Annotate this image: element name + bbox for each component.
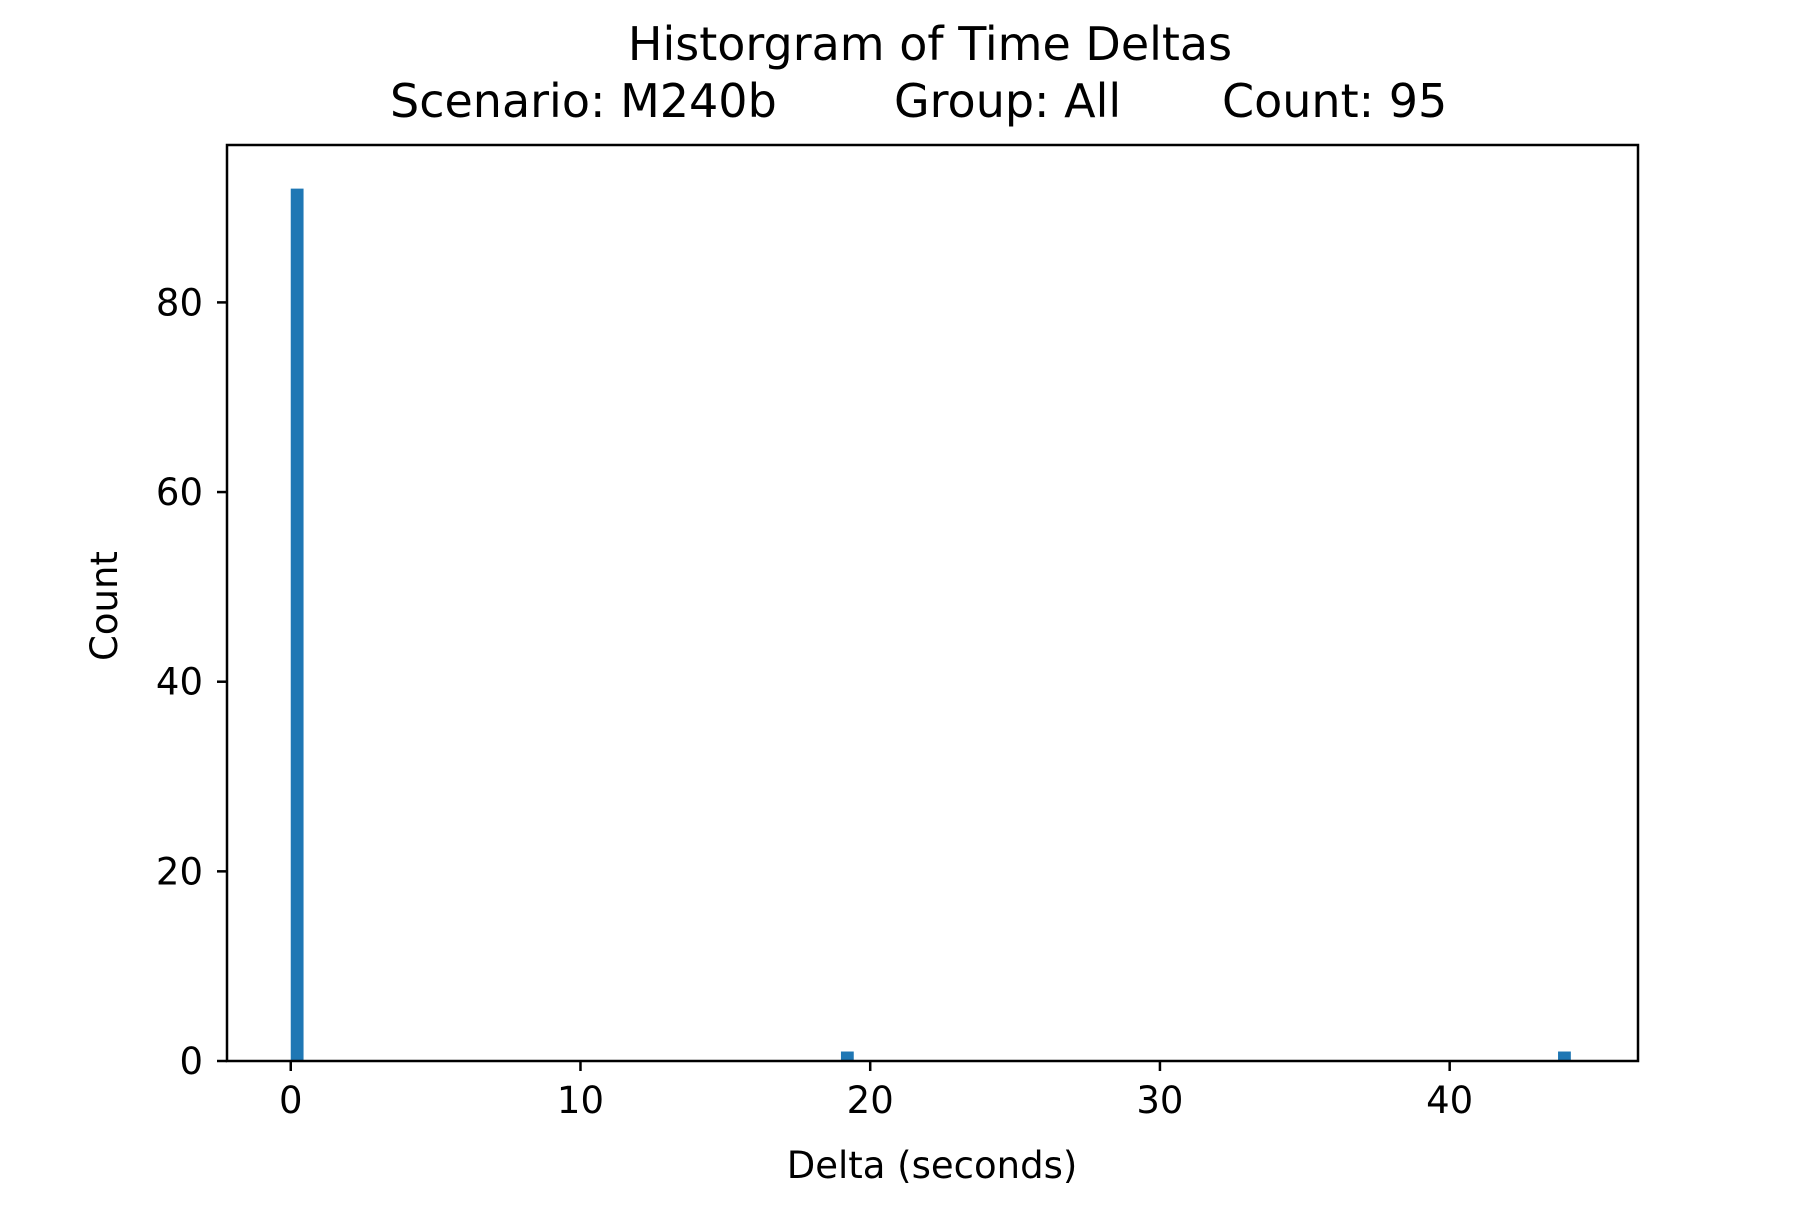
- histogram-bar-1: [840, 1051, 854, 1061]
- x-tick-label: 30: [1136, 1079, 1183, 1122]
- histogram-bar-2: [1558, 1051, 1571, 1061]
- plot-frame: [225, 143, 1640, 1063]
- bars-layer: [290, 188, 1571, 1062]
- subtitle-group: Group: All: [894, 74, 1121, 128]
- chart-title: Historgram of Time Deltas: [628, 17, 1232, 71]
- x-tick-label: 0: [279, 1079, 303, 1122]
- y-tick-label: 80: [156, 281, 203, 324]
- histogram-bar-0: [290, 188, 304, 1062]
- y-tick-label: 20: [156, 850, 203, 893]
- x-axis-label: Delta (seconds): [787, 1144, 1078, 1187]
- x-tick-label: 20: [847, 1079, 894, 1122]
- subtitle-scenario: Scenario: M240b: [390, 74, 777, 128]
- subtitle-count: Count: 95: [1222, 74, 1447, 128]
- y-axis-ticks: 0 20 40 60 80: [156, 281, 227, 1083]
- y-axis-label: Count: [83, 551, 126, 661]
- x-tick-label: 40: [1426, 1079, 1473, 1122]
- y-tick-label: 40: [156, 661, 203, 704]
- x-axis-ticks: 0 10 20 30 40: [279, 1061, 1473, 1122]
- x-tick-label: 10: [557, 1079, 604, 1122]
- y-tick-label: 0: [179, 1040, 203, 1083]
- y-tick-label: 60: [156, 471, 203, 514]
